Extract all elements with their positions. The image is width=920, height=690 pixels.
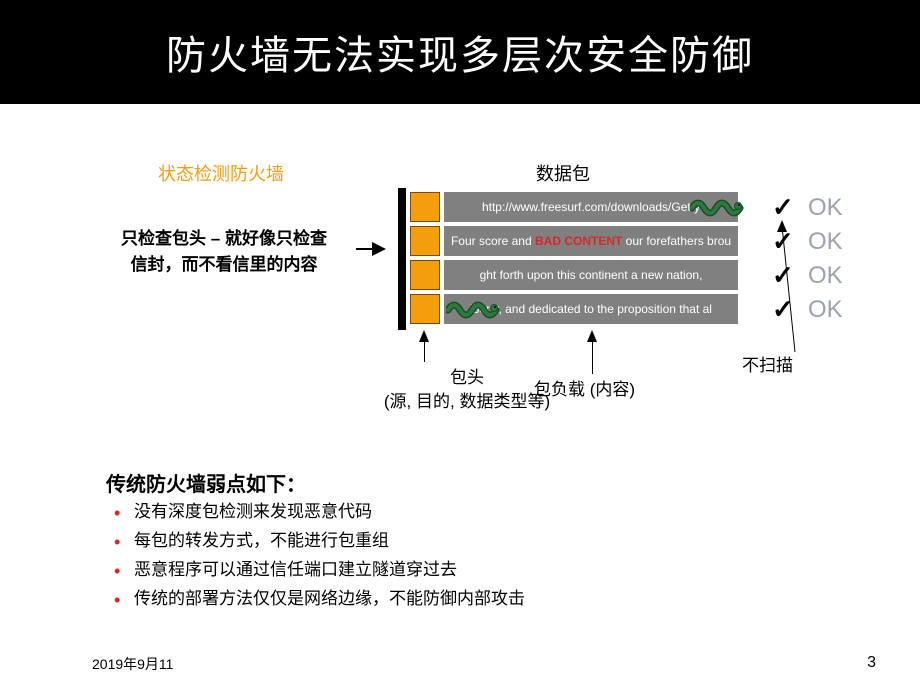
payload-annotation: 包负载 (内容) xyxy=(534,378,635,402)
desc-line: 只检查包头 – 就好像只检查 xyxy=(94,226,354,252)
packet-header xyxy=(410,226,440,256)
weakness-bullets: 没有深度包检测来发现恶意代码 每包的转发方式，不能进行包重组 恶意程序可以通过信… xyxy=(106,498,525,614)
packet-label: 数据包 xyxy=(536,160,590,186)
payload-text: http://www.freesurf.com/downloads/Getty xyxy=(482,200,700,214)
packet-header xyxy=(410,192,440,222)
slide-title: 防火墙无法实现多层次安全防御 xyxy=(166,23,754,81)
footer-date: 2019年9月11 xyxy=(92,654,173,674)
payload-text: iberty, and dedicated to the proposition… xyxy=(470,302,712,316)
noscan-annotation: 不扫描 xyxy=(742,354,793,378)
ok-label: OK xyxy=(808,194,843,222)
payload-text: Four score and xyxy=(451,234,535,248)
header-only-description: 只检查包头 – 就好像只检查 信封，而不看信里的内容 xyxy=(94,226,354,277)
list-item: 每包的转发方式，不能进行包重组 xyxy=(106,527,525,556)
weakness-title: 传统防火墙弱点如下： xyxy=(106,468,306,497)
payload-text: our forefathers brou xyxy=(622,234,731,248)
firewall-bar xyxy=(398,188,406,330)
packet-payload: ght forth upon this continent a new nati… xyxy=(444,260,738,290)
ok-label: OK xyxy=(808,262,843,290)
worm-icon xyxy=(690,196,744,220)
payload-text: ght forth upon this continent a new nati… xyxy=(480,268,703,282)
ok-label: OK xyxy=(808,228,843,256)
arrow-line xyxy=(592,340,593,374)
packet-header xyxy=(410,294,440,324)
title-bar: 防火墙无法实现多层次安全防御 xyxy=(0,0,920,104)
packet-header xyxy=(410,260,440,290)
arrow-line xyxy=(424,340,425,362)
subtitle: 状态检测防火墙 xyxy=(158,160,284,186)
noscan-arrow xyxy=(740,218,810,358)
packet-payload: Four score and BAD CONTENT our forefathe… xyxy=(444,226,738,256)
list-item: 传统的部署方法仅仅是网络边缘，不能防御内部攻击 xyxy=(106,585,525,614)
ok-label: OK xyxy=(808,296,843,324)
arrow-to-firewall xyxy=(356,248,384,250)
worm-icon xyxy=(446,298,500,322)
bad-content: BAD CONTENT xyxy=(535,234,622,248)
footer-page-number: 3 xyxy=(867,654,876,672)
desc-line: 信封，而不看信里的内容 xyxy=(94,252,354,278)
list-item: 恶意程序可以通过信任端口建立隧道穿过去 xyxy=(106,556,525,585)
list-item: 没有深度包检测来发现恶意代码 xyxy=(106,498,525,527)
